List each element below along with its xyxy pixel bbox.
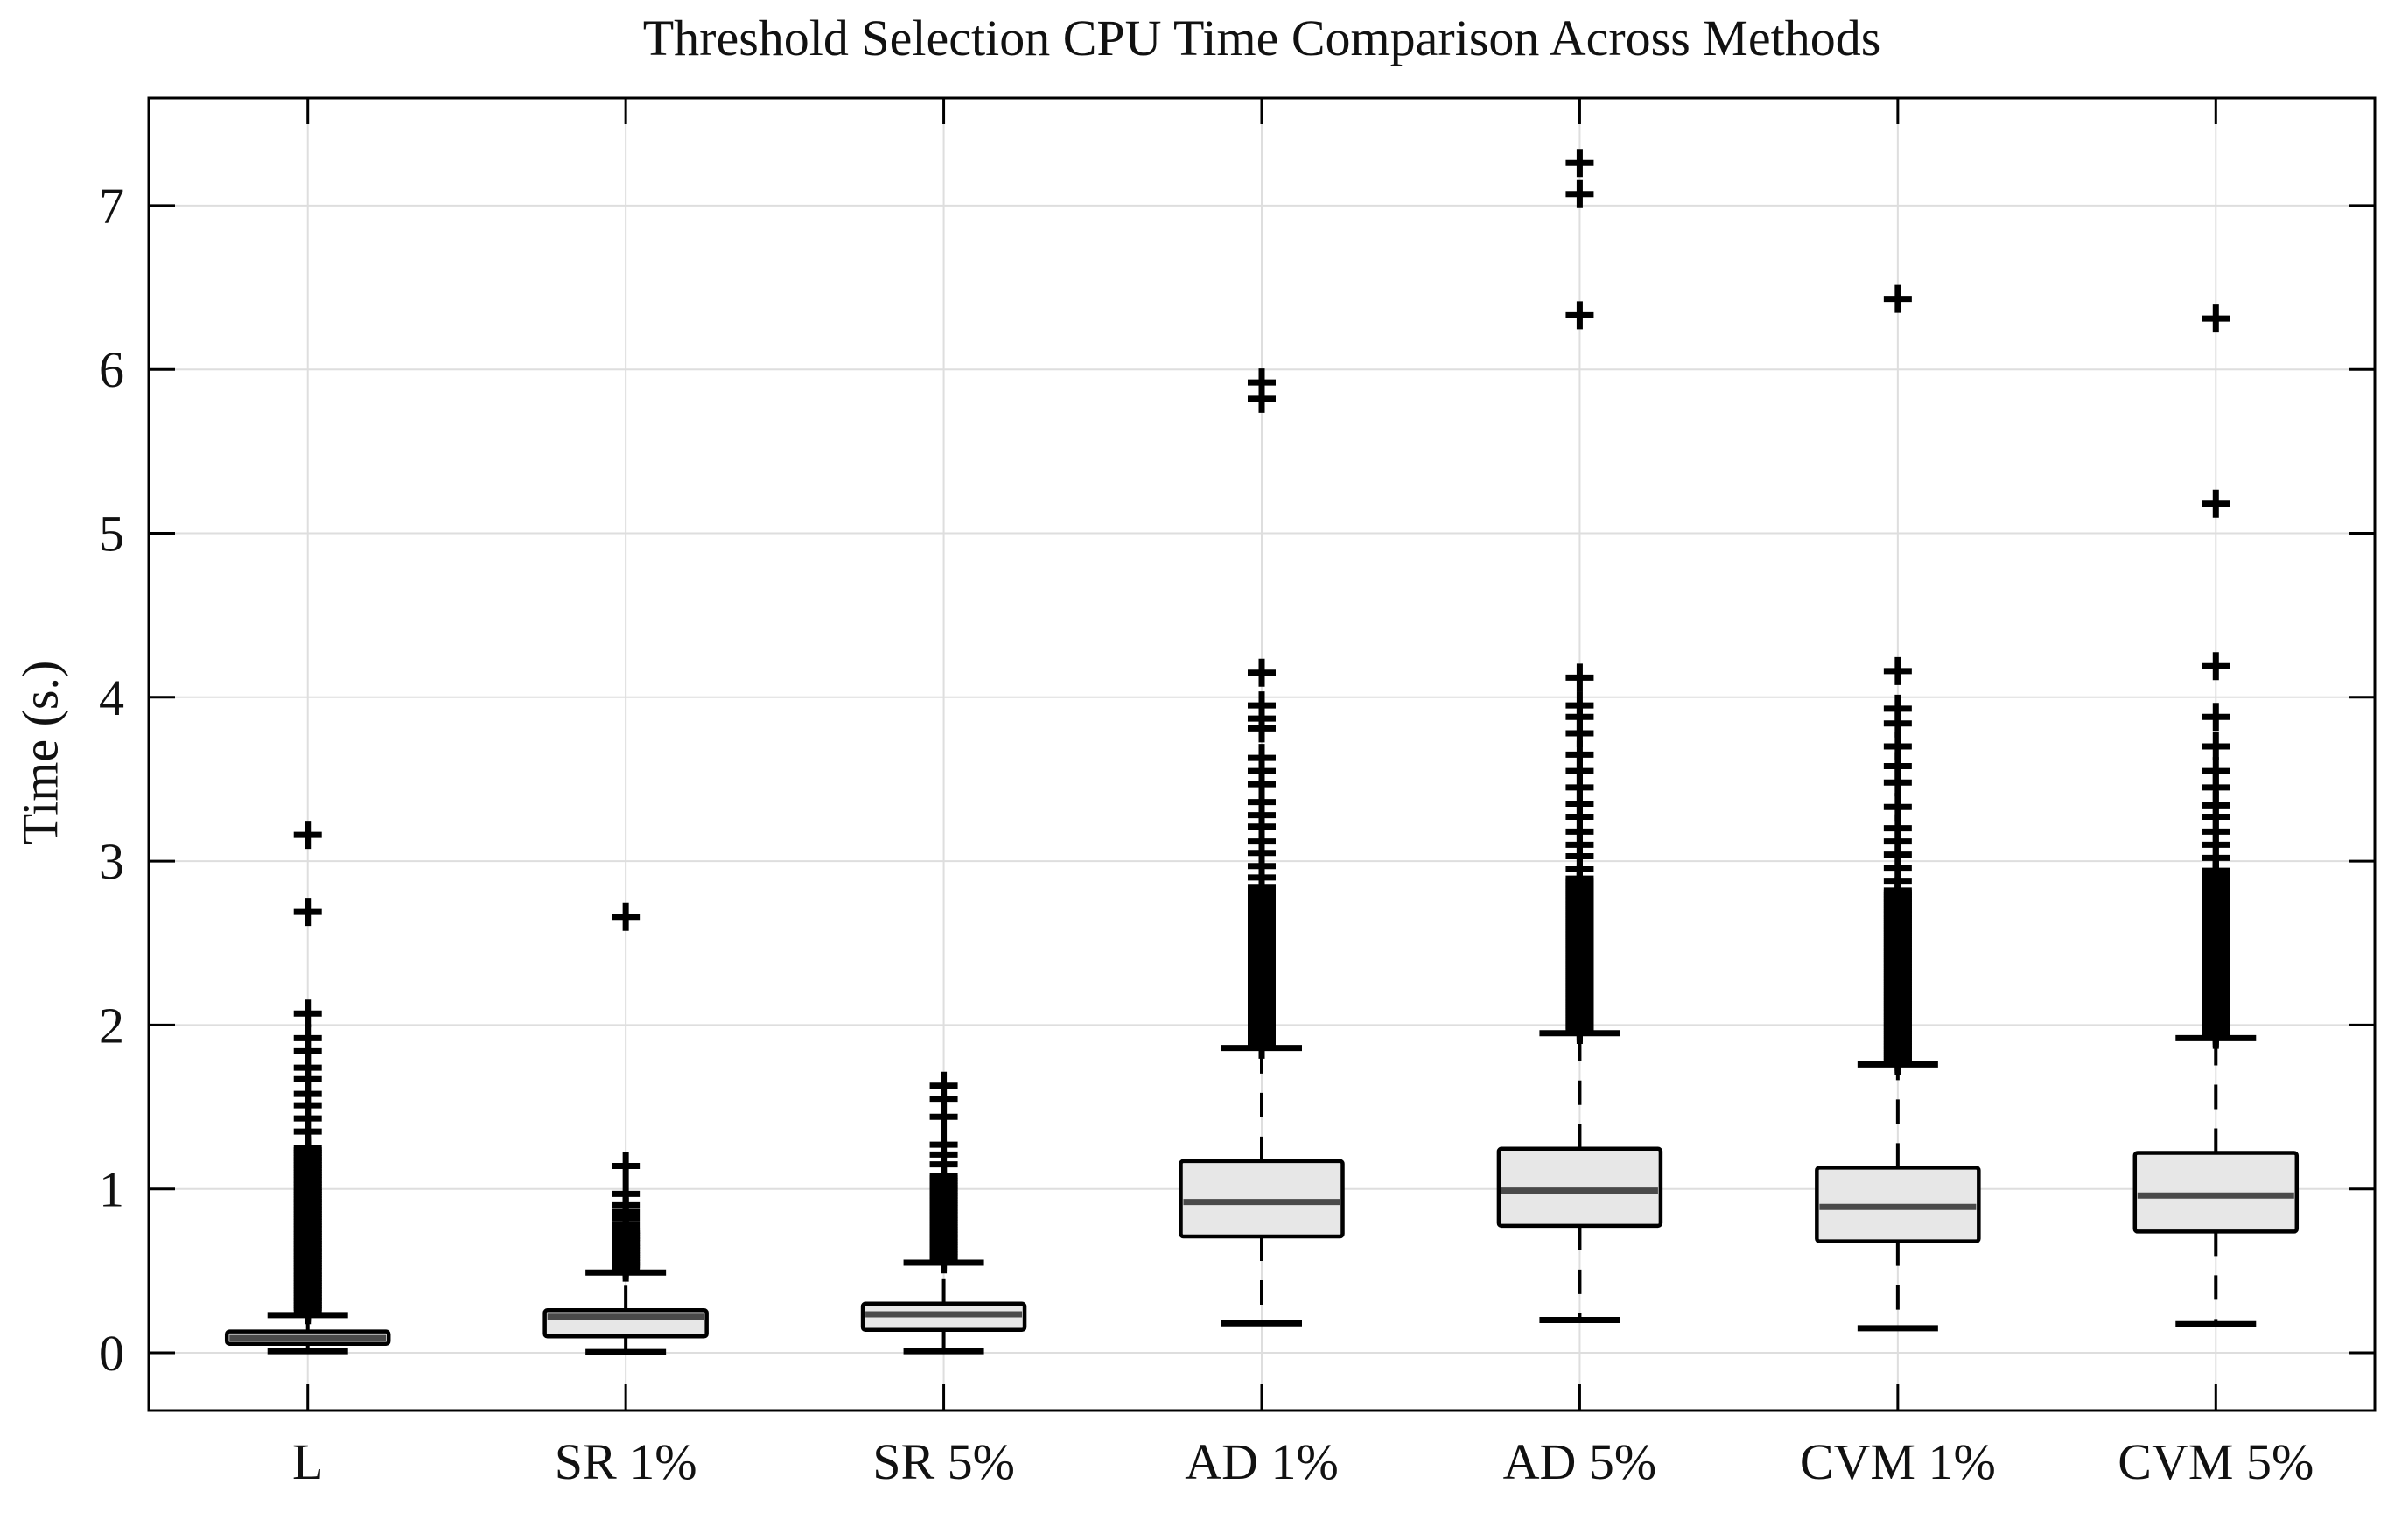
chart-title: Threshold Selection CPU Time Comparison … xyxy=(642,10,1881,66)
x-tick-label: SR 1% xyxy=(555,1433,697,1490)
outlier-marker xyxy=(2202,652,2230,681)
x-tick-label: CVM 5% xyxy=(2118,1433,2314,1490)
outlier-marker xyxy=(2202,757,2230,786)
outlier-marker xyxy=(1248,658,1276,687)
x-tick-label: AD 5% xyxy=(1503,1433,1657,1490)
x-tick-label: L xyxy=(292,1433,323,1490)
outlier-marker xyxy=(1248,368,1276,397)
outlier-marker xyxy=(2202,489,2230,518)
outlier-marker xyxy=(929,1071,958,1100)
y-tick-label: 2 xyxy=(99,997,124,1054)
outlier-marker xyxy=(612,902,640,931)
x-tick-label: CVM 1% xyxy=(1800,1433,1996,1490)
outlier-marker xyxy=(1883,694,1912,723)
y-tick-label: 3 xyxy=(99,833,124,890)
y-tick-label: 4 xyxy=(99,669,124,726)
outlier-marker xyxy=(1883,793,1912,822)
outlier-marker xyxy=(1565,691,1594,720)
outlier-marker xyxy=(1565,179,1594,208)
outlier-marker xyxy=(612,1152,640,1180)
outlier-marker xyxy=(293,898,322,927)
box xyxy=(2132,1151,2300,1234)
outlier-marker xyxy=(1248,691,1276,720)
box xyxy=(1496,1146,1663,1228)
y-tick-label: 7 xyxy=(99,178,124,234)
x-tick-label: AD 1% xyxy=(1185,1433,1339,1490)
outlier-marker xyxy=(293,1024,322,1053)
outlier-marker xyxy=(1248,744,1276,773)
y-tick-label: 6 xyxy=(99,341,124,398)
outlier-marker xyxy=(1565,149,1594,178)
outlier-marker xyxy=(612,1180,640,1208)
y-tick-label: 1 xyxy=(99,1161,124,1218)
outlier-marker xyxy=(293,999,322,1028)
x-tick-label: SR 5% xyxy=(872,1433,1015,1490)
outlier-marker xyxy=(1565,663,1594,692)
y-tick-label: 5 xyxy=(99,506,124,563)
outlier-marker xyxy=(2202,732,2230,760)
y-axis-label: Time (s.) xyxy=(11,660,69,845)
y-tick-label: 0 xyxy=(99,1325,124,1382)
outlier-marker xyxy=(1883,656,1912,685)
outlier-marker xyxy=(1883,284,1912,313)
outlier-marker xyxy=(929,1130,958,1159)
outlier-marker xyxy=(2202,703,2230,732)
outlier-marker xyxy=(293,821,322,850)
outlier-marker xyxy=(2202,304,2230,333)
box xyxy=(1179,1158,1345,1239)
outlier-marker xyxy=(1565,301,1594,330)
